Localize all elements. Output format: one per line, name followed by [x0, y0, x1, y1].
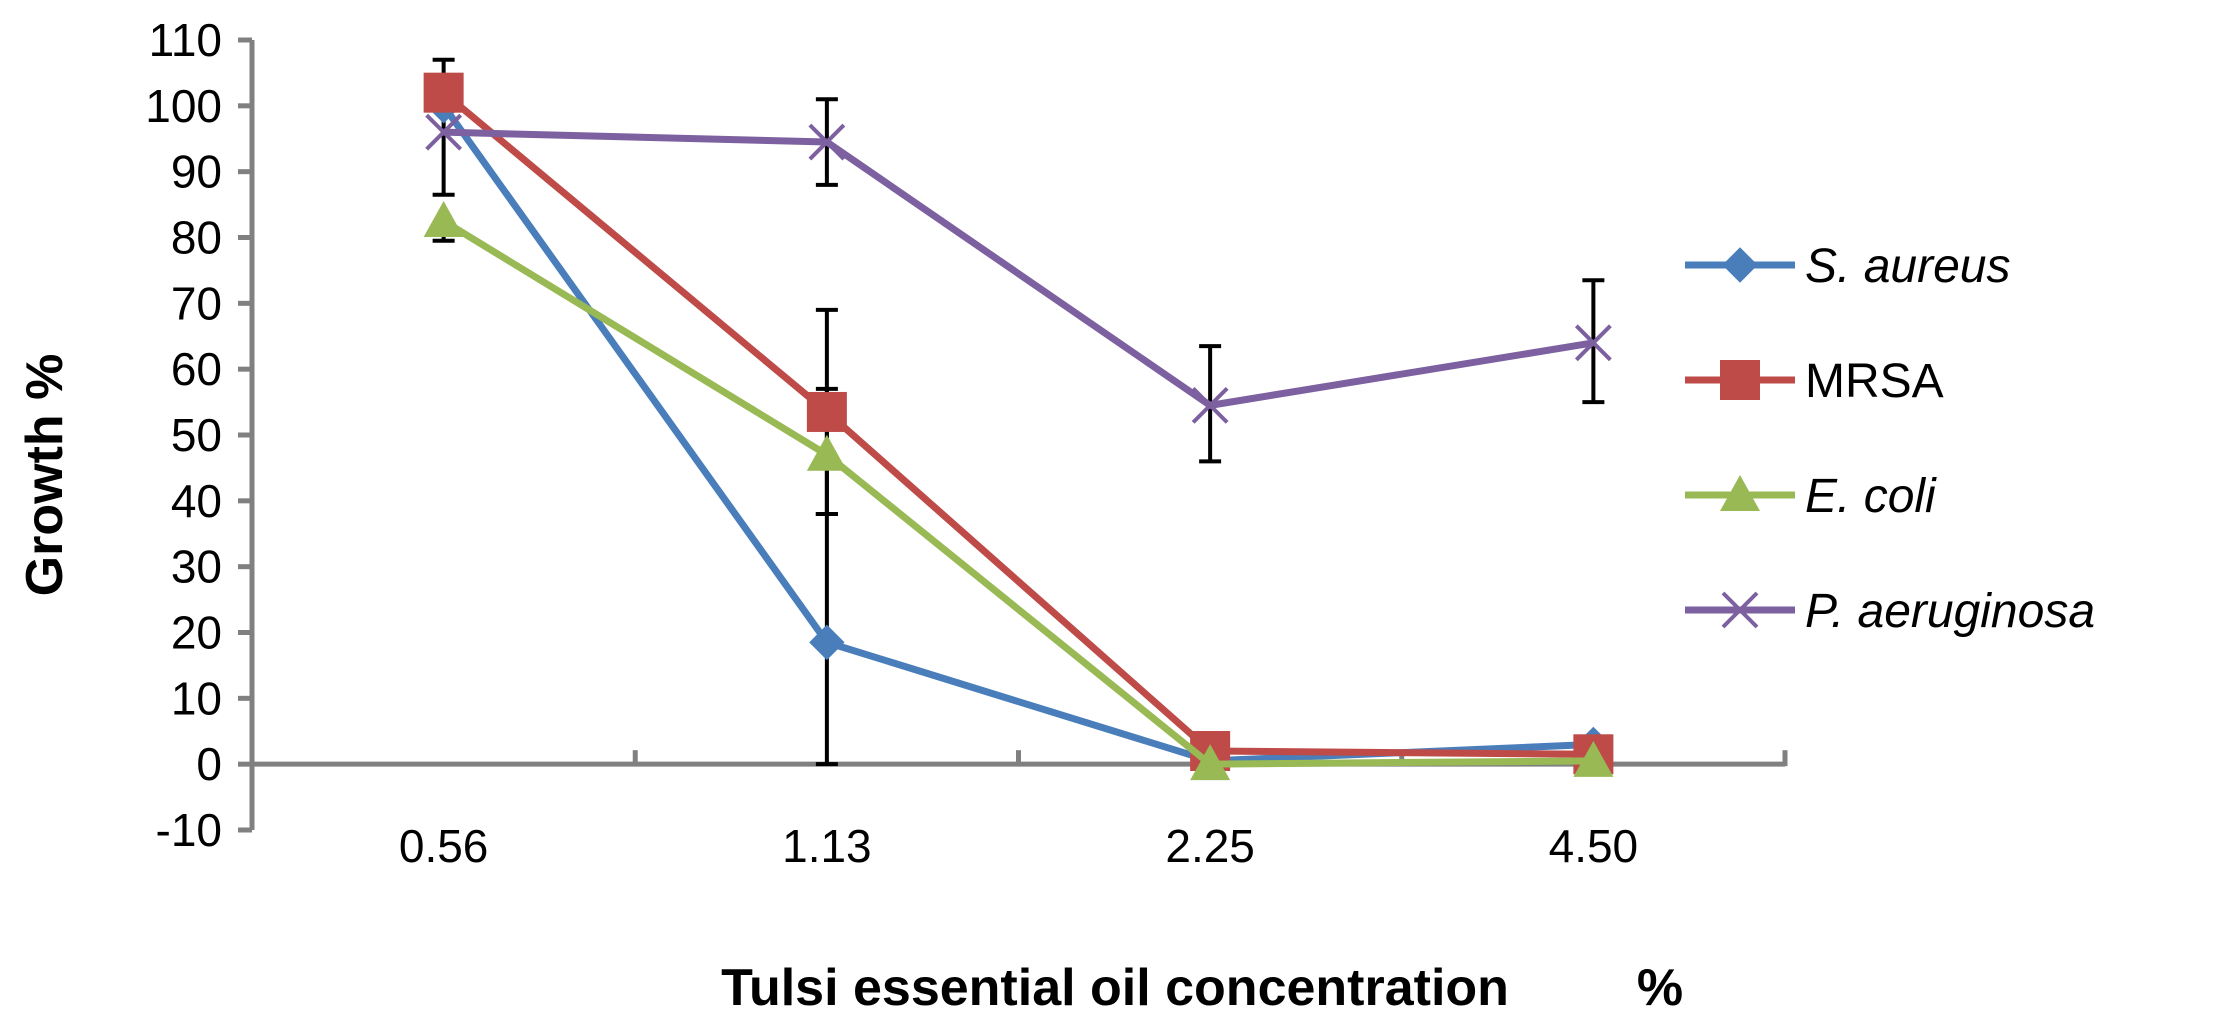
- data-point-e-coli: [1573, 740, 1614, 777]
- legend-marker: [1720, 360, 1760, 400]
- y-tick-label: 20: [171, 607, 222, 659]
- legend-label: S. aureus: [1805, 240, 2010, 293]
- legend-label: E. coli: [1805, 470, 1937, 523]
- x-tick-label: 2.25: [1165, 820, 1255, 872]
- y-axis-ticks: -10 0 10 20 30 40 50 60 70 80 90 100 110: [145, 14, 252, 856]
- legend-marker: [1720, 475, 1760, 511]
- y-tick-label: 10: [171, 672, 222, 724]
- series-lines: [423, 72, 1614, 781]
- data-point-e-coli: [423, 201, 464, 238]
- data-point-p-aeruginosa: [1191, 386, 1229, 424]
- x-axis-ticks: 0.56 1.13 2.25 4.50: [249, 750, 1788, 872]
- x-axis-unit: %: [1637, 959, 1683, 1017]
- marker-stroke: [1191, 386, 1229, 424]
- legend: S. aureus MRSA E. coli P. aeruginosa: [1685, 240, 2095, 638]
- legend-label: P. aeruginosa: [1805, 585, 2095, 638]
- legend-label: MRSA: [1805, 355, 1944, 408]
- y-tick-label: -10: [156, 804, 222, 856]
- y-tick-label: 110: [149, 14, 222, 66]
- y-tick-label: 60: [171, 343, 222, 395]
- series-line-s-aureus: [440, 103, 1594, 765]
- series-line-mrsa: [441, 89, 1594, 758]
- marker-stroke: [425, 113, 463, 151]
- series-line-e-coli: [441, 218, 1594, 768]
- y-tick-label: 40: [171, 475, 222, 527]
- data-point-e-coli: [1190, 744, 1231, 781]
- series-line-p-aeruginosa: [443, 128, 1594, 409]
- legend-marker: [1721, 591, 1759, 629]
- marker-stroke: [1721, 591, 1759, 629]
- data-point-s-aureus: [809, 624, 845, 661]
- y-tick-label: 50: [171, 409, 222, 461]
- legend-marker: [1722, 247, 1758, 283]
- x-tick-label: 4.50: [1549, 820, 1639, 872]
- y-tick-label: 90: [171, 146, 222, 198]
- marker-stroke: [808, 123, 846, 161]
- x-axis-title: Tulsi essential oil concentration: [721, 959, 1509, 1017]
- x-tick-label: 0.56: [399, 820, 489, 872]
- data-point-mrsa: [423, 72, 464, 113]
- y-tick-label: 100: [145, 80, 222, 132]
- data-point-p-aeruginosa: [425, 113, 463, 151]
- y-tick-label: 80: [171, 212, 222, 264]
- y-tick-label: 70: [171, 277, 222, 329]
- y-tick-label: 30: [171, 541, 222, 593]
- data-point-e-coli: [806, 434, 847, 471]
- error-bars: [432, 57, 1605, 767]
- marker-stroke: [1574, 324, 1612, 362]
- y-tick-label: 0: [196, 738, 222, 790]
- data-point-p-aeruginosa: [808, 123, 846, 161]
- x-tick-label: 1.13: [782, 820, 872, 872]
- y-axis-title: Growth %: [16, 354, 74, 597]
- data-point-mrsa: [806, 391, 847, 432]
- data-point-p-aeruginosa: [1574, 324, 1612, 362]
